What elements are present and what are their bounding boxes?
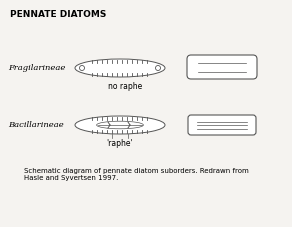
Ellipse shape <box>97 121 143 129</box>
FancyBboxPatch shape <box>188 115 256 135</box>
Circle shape <box>156 66 161 71</box>
Ellipse shape <box>75 59 165 77</box>
Text: Bacillarineae: Bacillarineae <box>8 121 64 129</box>
Text: Fragilarineae: Fragilarineae <box>8 64 65 72</box>
Circle shape <box>79 66 84 71</box>
Text: 'raphe': 'raphe' <box>107 139 133 148</box>
FancyBboxPatch shape <box>187 55 257 79</box>
Ellipse shape <box>75 116 165 134</box>
Text: no raphe: no raphe <box>108 82 142 91</box>
Text: Schematic diagram of pennate diatom suborders. Redrawn from
    Hasle and Syvert: Schematic diagram of pennate diatom subo… <box>15 168 249 181</box>
Text: PENNATE DIATOMS: PENNATE DIATOMS <box>10 10 106 19</box>
